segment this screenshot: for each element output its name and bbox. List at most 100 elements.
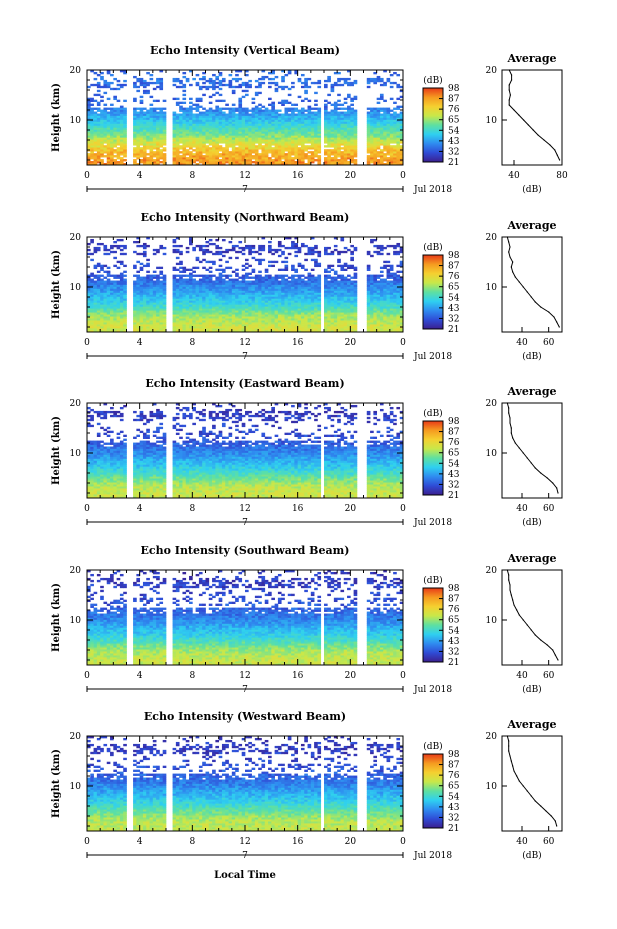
heatmap-cell: [245, 153, 249, 156]
heatmap-cell: [110, 121, 114, 124]
heatmap-cell: [297, 262, 302, 266]
heatmap-cell: [162, 113, 167, 116]
heatmap-cell: [268, 294, 272, 297]
heatmap-cell: [208, 135, 213, 138]
heatmap-cell: [376, 131, 381, 134]
heatmap-cell: [182, 115, 187, 118]
heatmap-cell: [192, 322, 196, 325]
heatmap-cell: [212, 290, 216, 293]
heatmap-cell: [347, 137, 351, 140]
heatmap-cell: [231, 286, 236, 289]
heatmap-cell: [235, 70, 239, 73]
heatmap-cell: [93, 99, 98, 103]
heatmap-cell: [93, 129, 98, 132]
heatmap-cell: [231, 123, 236, 126]
heatmap-cell: [90, 282, 94, 285]
heatmap-cell: [297, 153, 302, 156]
heatmap-cell: [123, 113, 127, 116]
heatmap-cell: [146, 143, 150, 146]
heatmap-cell: [195, 296, 200, 299]
heatmap-cell: [235, 324, 239, 327]
heatmap-cell: [317, 143, 322, 146]
heatmap-cell: [152, 318, 157, 321]
heatmap-cell: [353, 133, 358, 136]
heatmap-cell: [330, 141, 335, 144]
heatmap-cell: [159, 304, 164, 307]
heatmap-cell: [123, 137, 127, 140]
heatmap-cell: [106, 147, 111, 150]
heatmap-cell: [152, 330, 157, 333]
heatmap-cell: [113, 328, 117, 331]
heatmap-cell: [195, 157, 200, 160]
heatmap-cell: [231, 159, 236, 162]
heatmap-cell: [123, 121, 127, 124]
heatmap-cell: [238, 240, 243, 244]
heatmap-cell: [198, 318, 203, 321]
heatmap-cell: [238, 292, 243, 295]
heatmap-cell: [119, 294, 124, 297]
heatmap-cell: [248, 121, 252, 124]
heatmap-cell: [119, 149, 124, 152]
heatmap-cell: [254, 85, 259, 89]
heatmap-cell: [182, 306, 187, 309]
heatmap-cell: [284, 123, 289, 126]
heatmap-cell: [100, 316, 104, 319]
heatmap-cell: [205, 117, 210, 120]
heatmap-cell: [271, 123, 275, 126]
heatmap-cell: [218, 83, 223, 87]
heatmap-cell: [271, 322, 275, 325]
heatmap-cell: [235, 125, 239, 128]
heatmap-cell: [304, 121, 308, 124]
heatmap-cell: [258, 274, 262, 277]
heatmap-cell: [119, 280, 124, 283]
colorbar-tick-label: 21: [448, 158, 459, 168]
heatmap-cell: [208, 77, 213, 81]
heatmap-cell: [297, 157, 302, 160]
heatmap-cell: [106, 274, 111, 277]
heatmap-cell: [297, 95, 302, 99]
heatmap-cell: [271, 276, 275, 279]
heatmap-cell: [300, 73, 305, 77]
heatmap-cell: [192, 143, 196, 146]
colorbar-unit: (dB): [423, 75, 442, 86]
heatmap-cell: [231, 308, 236, 311]
heatmap-cell: [146, 111, 150, 114]
heatmap-cell: [304, 113, 308, 116]
heatmap-cell: [212, 125, 216, 128]
heatmap-cell: [116, 109, 121, 112]
heatmap-cell: [103, 302, 108, 305]
heatmap-cell: [343, 115, 348, 118]
heatmap-cell: [133, 81, 137, 85]
heatmap-cell: [123, 131, 127, 134]
heatmap-cell: [274, 83, 279, 87]
heatmap-cell: [96, 103, 101, 106]
heatmap-cell: [205, 115, 210, 118]
heatmap-cell: [175, 127, 180, 130]
heatmap-cell: [225, 155, 229, 158]
heatmap-cell: [93, 107, 98, 110]
heatmap-cell: [396, 119, 401, 122]
heatmap-cell: [248, 318, 252, 321]
heatmap-cell: [317, 137, 322, 140]
heatmap-cell: [90, 272, 94, 275]
heatmap-cell: [221, 159, 226, 162]
heatmap-cell: [245, 312, 249, 315]
heatmap-cell: [297, 274, 302, 277]
heatmap-cell: [198, 145, 203, 148]
heatmap-cell: [294, 107, 299, 110]
heatmap-cell: [221, 111, 226, 114]
heatmap-cell: [300, 81, 305, 85]
heatmap-cell: [228, 153, 233, 156]
heatmap-cell: [399, 135, 404, 138]
heatmap-cell: [93, 264, 98, 268]
heatmap-cell: [149, 288, 154, 291]
heatmap-cell: [142, 129, 147, 132]
heatmap-cell: [353, 155, 358, 158]
heatmap-cell: [327, 137, 331, 140]
heatmap-cell: [198, 147, 203, 150]
heatmap-cell: [235, 77, 239, 81]
heatmap-cell: [133, 282, 137, 285]
heatmap-cell: [251, 141, 256, 144]
heatmap-cell: [225, 131, 229, 134]
heatmap-cell: [208, 330, 213, 333]
